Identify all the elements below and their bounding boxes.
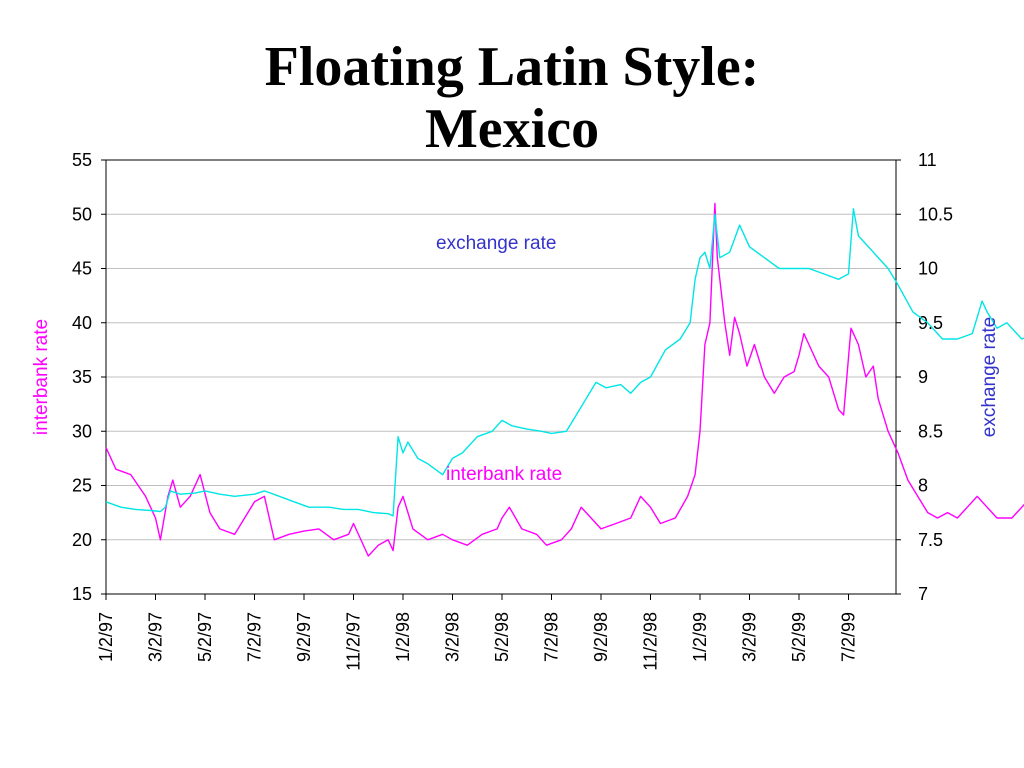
left-axis-title: interbank rate (31, 319, 52, 435)
left-tick-label: 15 (72, 584, 92, 604)
right-tick-label: 7.5 (918, 530, 943, 550)
left-tick-label: 35 (72, 367, 92, 387)
slide-title-line1: Floating Latin Style: (264, 36, 760, 98)
left-tick-label: 25 (72, 476, 92, 496)
right-tick-label: 9 (918, 367, 928, 387)
x-tick-label: 7/2/98 (542, 612, 562, 662)
x-tick-label: 11/2/98 (641, 612, 661, 671)
x-tick-label: 1/2/97 (96, 612, 116, 662)
left-tick-label: 40 (72, 313, 92, 333)
x-tick-label: 5/2/97 (195, 612, 215, 662)
x-tick-label: 5/2/99 (789, 612, 809, 662)
x-tick-label: 9/2/98 (591, 612, 611, 662)
left-tick-label: 45 (72, 259, 92, 279)
right-tick-label: 7 (918, 584, 928, 604)
left-tick-label: 20 (72, 530, 92, 550)
right-tick-label: 10.5 (918, 204, 953, 224)
slide-title-line2: Mexico (424, 98, 600, 160)
x-tick-label: 3/2/98 (443, 612, 463, 662)
right-tick-label: 10 (918, 259, 938, 279)
left-tick-label: 55 (72, 150, 92, 170)
right-tick-label: 8 (918, 476, 928, 496)
right-axis-title: exchange rate (979, 317, 1000, 437)
x-tick-label: 7/2/97 (245, 612, 265, 662)
exchange-rate-annotation: exchange rate (436, 233, 556, 254)
x-tick-label: 11/2/97 (344, 612, 364, 671)
x-axis-ticks: 1/2/97 3/2/97 5/2/97 7/2/97 9/2/97 11/2/97 1/2… (96, 594, 859, 671)
x-tick-label: 5/2/98 (492, 612, 512, 662)
right-tick-label: 11 (918, 150, 937, 170)
right-axis-ticks: 7 7.5 8 8.5 9 9.5 10 10.5 11 (896, 150, 953, 604)
left-axis-ticks: 15 20 25 30 35 40 45 50 55 (72, 150, 106, 604)
exchange-rate-line (105, 208, 1024, 517)
left-tick-label: 30 (72, 421, 92, 441)
right-tick-label: 9.5 (918, 313, 943, 333)
interbank-rate-annotation: interbank rate (446, 464, 562, 485)
x-tick-label: 7/2/99 (839, 612, 859, 662)
slide-title: Floating Latin Style: Mexico (0, 36, 1024, 160)
series-lines (105, 202, 1024, 557)
right-tick-label: 8.5 (918, 421, 943, 441)
left-tick-label: 50 (72, 204, 92, 224)
x-tick-label: 3/2/97 (146, 612, 166, 662)
x-tick-label: 3/2/99 (740, 612, 760, 662)
gridlines (106, 213, 896, 541)
x-tick-label: 1/2/99 (690, 612, 710, 662)
x-tick-label: 1/2/98 (393, 612, 413, 662)
x-tick-label: 9/2/97 (294, 612, 314, 662)
interbank-rate-line (105, 202, 1024, 557)
